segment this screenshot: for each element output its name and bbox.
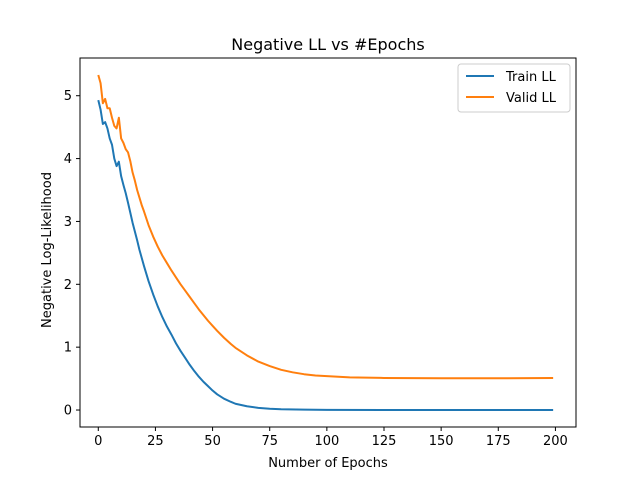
x-tick-label: 0 [94,434,102,449]
ticks-layer: 0 25 50 75 100 125 150 175 200 0 1 2 3 4 5 [64,89,568,449]
x-tick-label: 25 [147,434,164,449]
x-tick-label: 150 [429,434,454,449]
x-tick-label: 175 [486,434,511,449]
y-tick-label: 4 [64,152,72,167]
series-line-valid-ll [97,74,554,380]
x-tick-label: 50 [204,434,221,449]
y-tick-label: 2 [64,278,72,293]
chart-title: Negative LL vs #Epochs [231,35,424,54]
x-tick-label: 200 [543,434,568,449]
y-tick-label: 0 [64,404,72,419]
x-tick-label: 75 [261,434,278,449]
y-axis-label: Negative Log-Likelihood [40,172,55,328]
y-tick-label: 1 [64,341,72,356]
legend: Train LL Valid LL [457,63,571,113]
y-tick-label: 3 [64,215,72,230]
x-tick-label: 100 [314,434,339,449]
y-tick-label: 5 [64,89,72,104]
x-axis-label: Number of Epochs [268,456,388,471]
plot-frame [79,57,577,428]
legend-label-valid: Valid LL [506,91,557,106]
series-line-train-ll [97,99,554,412]
x-tick-label: 125 [372,434,397,449]
series-layer [97,74,554,412]
legend-label-train: Train LL [505,70,557,85]
